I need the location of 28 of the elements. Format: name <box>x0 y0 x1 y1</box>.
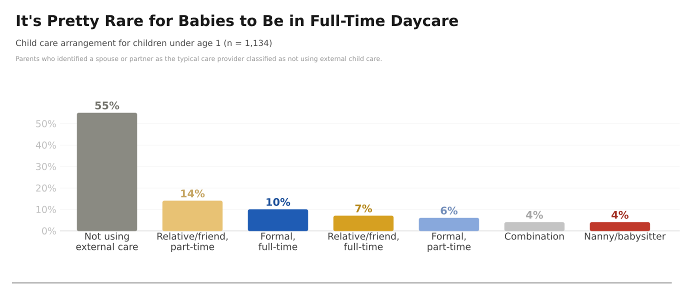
x-tick-label: Nanny/babysitter <box>584 232 666 242</box>
y-tick-label: 0% <box>42 227 56 235</box>
data-label: 7% <box>355 204 372 212</box>
bar <box>248 209 308 232</box>
bar <box>162 200 223 232</box>
x-tick-label: Combination <box>504 232 564 240</box>
bar <box>76 112 138 232</box>
x-tick-label: Formal, part-time <box>428 232 471 252</box>
y-tick-label: 20% <box>36 184 56 192</box>
x-tick-label: Relative/friend, part-time <box>157 232 228 252</box>
data-label: 4% <box>526 210 544 219</box>
chart-title: It's Pretty Rare for Babies to Be in Full-Time Daycare <box>16 14 458 30</box>
chart-subtitle: Child care arrangement for children under age 1 (n = 1,134) <box>16 40 272 48</box>
data-label: 6% <box>440 206 458 215</box>
data-label: 10% <box>266 198 290 206</box>
bar <box>590 222 650 232</box>
y-tick-label: 30% <box>36 163 56 170</box>
y-tick-label: 10% <box>36 206 56 214</box>
data-label: 55% <box>95 102 120 110</box>
y-tick-label: 40% <box>36 142 56 149</box>
x-tick-label: Not using external care <box>76 232 138 250</box>
x-tick-label: Formal, full-time <box>258 232 298 250</box>
x-tick-label: Relative/friend, full-time <box>328 232 399 250</box>
bar <box>418 218 480 232</box>
y-tick-label: 50% <box>36 120 56 128</box>
data-label: 14% <box>181 190 205 198</box>
bar <box>333 216 394 232</box>
data-label: 4% <box>612 210 628 219</box>
